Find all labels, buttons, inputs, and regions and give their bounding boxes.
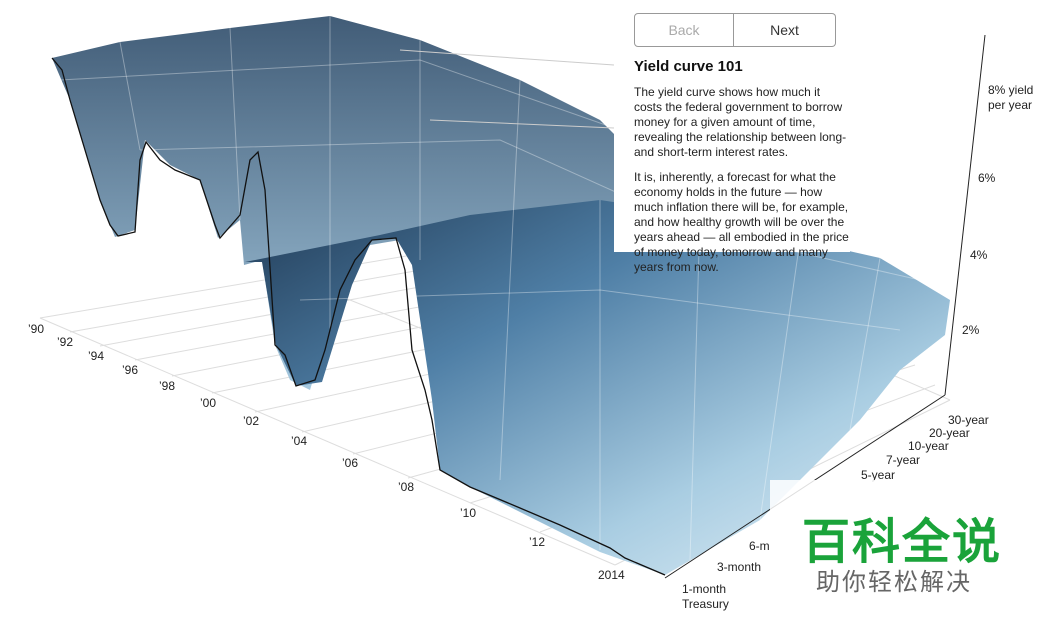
maturity-label: 20-year [929, 426, 970, 440]
year-label: ’96 [122, 363, 138, 377]
year-label: ’06 [342, 456, 358, 470]
explainer-panel: Yield curve 101 The yield curve shows ho… [614, 50, 850, 274]
maturity-label: 1-month [682, 582, 726, 596]
year-label: ’04 [291, 434, 307, 448]
back-button[interactable]: Back [634, 13, 734, 47]
panel-paragraph: It is, inherently, a forecast for what t… [634, 170, 849, 274]
watermark: 百科全说 助你轻松解决 [770, 480, 1060, 631]
year-label: ’02 [243, 414, 259, 428]
year-label: ’92 [57, 335, 73, 349]
yield-label: 2% [962, 323, 980, 337]
year-label: ’12 [529, 535, 545, 549]
yield-label: 8% yield [988, 83, 1033, 97]
maturity-label: 5-year [861, 468, 895, 482]
yield-label: 4% [970, 248, 988, 262]
year-label: ’08 [398, 480, 414, 494]
panel-paragraph: The yield curve shows how much it costs … [634, 85, 847, 159]
maturity-label: 30-year [948, 413, 989, 427]
maturity-label: 3-month [717, 560, 761, 574]
panel-title: Yield curve 101 [634, 58, 743, 75]
year-label: ’98 [159, 379, 175, 393]
next-button[interactable]: Next [734, 13, 836, 47]
surface-ridges [59, 16, 921, 561]
year-label: ’00 [200, 396, 216, 410]
watermark-subtitle: 助你轻松解决 [816, 569, 972, 596]
year-label: 2014 [598, 568, 625, 582]
maturity-label: 7-year [886, 453, 920, 467]
year-label: ’10 [460, 506, 476, 520]
yield-label: per year [988, 98, 1032, 112]
yield-axis-line [944, 34, 986, 396]
maturity-label: 6-m [749, 539, 770, 553]
short-rate-line [51, 57, 666, 576]
axis-labels: ’90 ’92 ’94 ’96 ’98 ’00 ’02 ’04 ’06 ’08 ’10 ’12 2014… [28, 83, 1033, 611]
watermark-title: 百科全说 [802, 516, 1003, 569]
yield-label: 6% [978, 171, 996, 185]
maturity-label: Treasury [682, 597, 729, 611]
back-surface [52, 16, 640, 390]
year-label: ’94 [88, 349, 104, 363]
maturity-label: 10-year [908, 439, 949, 453]
pointer-lines [399, 49, 615, 129]
step-navigation: Back Next [634, 13, 836, 47]
year-label: ’90 [28, 322, 44, 336]
